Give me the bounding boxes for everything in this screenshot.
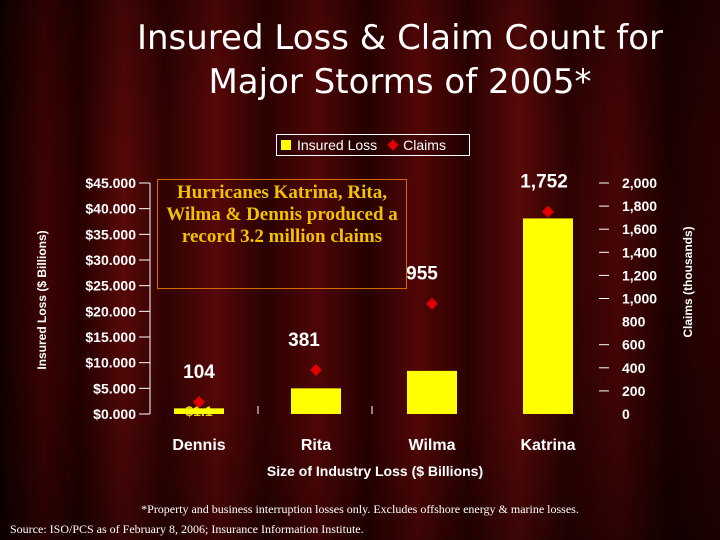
claims-marker <box>542 205 554 218</box>
callout-box: Hurricanes Katrina, Rita, Wilma & Dennis… <box>157 179 407 289</box>
claims-value-label: 381 <box>288 330 320 351</box>
page-title: Insured Loss & Claim Count for Major Sto… <box>80 16 720 104</box>
legend-label-claims: Claims <box>403 137 446 153</box>
title-line-2: Major Storms of 2005* <box>208 62 592 102</box>
y2-tick-label: 800 <box>622 314 646 330</box>
y-tick-label: $20.000 <box>85 303 136 319</box>
y-tick-label: $35.000 <box>85 226 136 242</box>
y2-tick-label: 1,200 <box>622 267 657 283</box>
bar-value-label: $38.1 <box>530 227 565 243</box>
y-tick-label: $45.000 <box>85 175 136 191</box>
x-tick-label: Katrina <box>520 437 575 454</box>
y-tick-label: $5.000 <box>93 380 136 396</box>
y-tick-label: $25.000 <box>85 278 136 294</box>
bar-value-label: $8.4 <box>418 380 445 396</box>
legend-marker-claims <box>387 139 399 151</box>
y-tick-label: $0.000 <box>93 406 136 422</box>
y2-tick-label: 0 <box>622 406 630 422</box>
y2-axis-title: Claims (thousands) <box>681 226 695 337</box>
chart-legend: Insured Loss Claims <box>276 134 470 156</box>
bar-rita <box>291 388 341 414</box>
bar-dennis <box>174 408 224 414</box>
bar-value-label: $5.0 <box>302 397 329 413</box>
source-note: Source: ISO/PCS as of February 8, 2006; … <box>10 522 364 536</box>
bar-value-label: $1.1 <box>185 403 212 419</box>
x-axis-title: Size of Industry Loss ($ Billions) <box>267 463 483 479</box>
y2-tick-label: 200 <box>622 383 646 399</box>
bar-katrina <box>523 218 573 414</box>
x-tick-label: Dennis <box>172 437 225 454</box>
claims-value-label: 955 <box>406 264 438 285</box>
x-tick-label: Rita <box>301 437 331 454</box>
x-tick-label: Wilma <box>409 437 456 454</box>
claims-value-label: 1,752 <box>520 172 568 193</box>
y2-tick-label: 1,800 <box>622 198 657 214</box>
y2-tick-label: 1,600 <box>622 221 657 237</box>
bar-wilma <box>407 370 457 414</box>
y2-tick-label: 1,400 <box>622 244 657 260</box>
y-axis-title: Insured Loss ($ Billions) <box>35 230 49 369</box>
title-line-1: Insured Loss & Claim Count for <box>136 18 663 58</box>
claims-value-label: 104 <box>183 362 215 383</box>
legend-swatch-loss <box>281 140 291 150</box>
y2-tick-label: 400 <box>622 360 646 376</box>
y2-tick-label: 1,000 <box>622 291 657 307</box>
y-tick-label: $15.000 <box>85 329 136 345</box>
footnote: *Property and business interruption loss… <box>141 502 579 516</box>
y2-tick-label: 2,000 <box>622 175 657 191</box>
legend-label-loss: Insured Loss <box>297 137 378 153</box>
claims-marker <box>426 297 438 310</box>
claims-marker <box>193 395 205 408</box>
y-tick-label: $30.000 <box>85 252 136 268</box>
claims-marker <box>310 363 322 376</box>
y2-tick-label: 600 <box>622 337 646 353</box>
y-tick-label: $40.000 <box>85 201 136 217</box>
y-tick-label: $10.000 <box>85 355 136 371</box>
